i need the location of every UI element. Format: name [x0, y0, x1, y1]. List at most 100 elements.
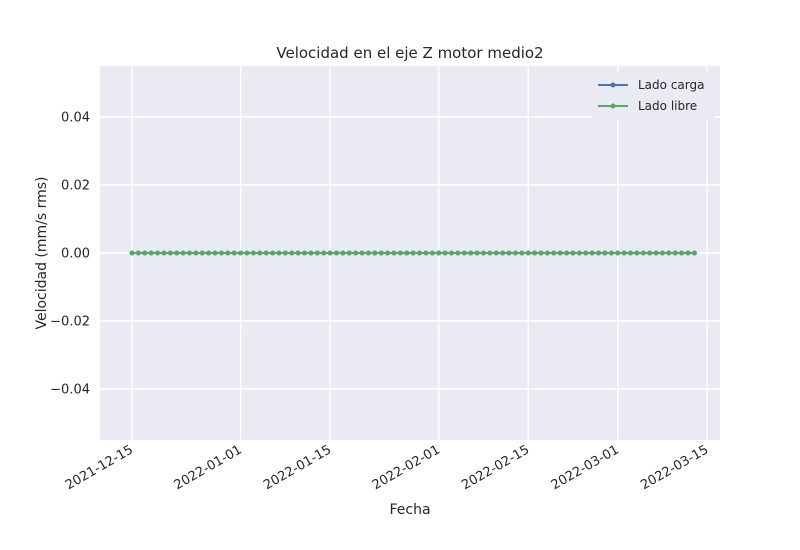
data-point-lado-libre [238, 250, 244, 256]
data-point-lado-libre [602, 250, 608, 256]
data-point-lado-libre [429, 250, 435, 256]
data-point-lado-libre [442, 250, 448, 256]
x-tick-label: 2022-02-01 [370, 442, 443, 493]
data-point-lado-libre [129, 250, 135, 256]
data-point-lado-libre [334, 250, 339, 256]
data-point-lado-libre [423, 250, 429, 256]
data-point-lado-libre [455, 250, 461, 256]
x-tick-label: 2022-01-01 [172, 442, 245, 493]
data-point-lado-libre [570, 250, 576, 256]
data-point-lado-libre [199, 250, 205, 256]
data-point-lado-libre [167, 250, 173, 256]
data-point-lado-libre [449, 250, 454, 256]
chart-title: Velocidad en el eje Z motor medio2 [276, 44, 543, 62]
data-point-lado-libre [583, 250, 589, 256]
data-point-lado-libre [672, 250, 678, 256]
data-point-lado-libre [417, 250, 422, 256]
data-point-lado-libre [506, 250, 512, 256]
data-point-lado-libre [513, 250, 518, 256]
data-point-lado-libre [398, 250, 403, 256]
data-point-lado-libre [225, 250, 231, 256]
data-point-lado-libre [219, 250, 224, 256]
data-point-lado-libre [410, 250, 416, 256]
data-point-lado-libre [378, 250, 384, 256]
data-point-lado-libre [270, 250, 275, 256]
series-layer [129, 250, 697, 256]
data-point-lado-libre [231, 250, 237, 256]
data-point-lado-libre [564, 250, 569, 256]
data-point-lado-libre [276, 250, 282, 256]
data-point-lado-libre [353, 250, 359, 256]
x-tick-label: 2022-03-01 [549, 442, 622, 493]
data-point-lado-libre [289, 250, 295, 256]
data-point-lado-libre [576, 250, 582, 256]
data-point-lado-libre [148, 250, 154, 256]
y-tick-label: −0.04 [50, 383, 90, 398]
data-point-lado-libre [206, 250, 212, 256]
data-point-lado-libre [653, 250, 659, 256]
data-point-lado-libre [538, 250, 544, 256]
legend-marker-lado-carga [610, 82, 616, 88]
data-point-lado-libre [525, 250, 531, 256]
data-point-lado-libre [327, 250, 333, 256]
legend: Lado carga Lado libre [592, 72, 714, 120]
y-tick-labels: 0.04 0.02 0.00 −0.02 −0.04 [50, 111, 90, 398]
data-point-lado-libre [251, 250, 256, 256]
data-point-lado-libre [545, 250, 550, 256]
x-tick-label: 2021-12-15 [63, 442, 136, 493]
legend-marker-lado-libre [610, 103, 616, 109]
data-point-lado-libre [621, 250, 627, 256]
data-point-lado-libre [685, 250, 691, 256]
data-point-lado-libre [493, 250, 499, 256]
y-tick-label: 0.04 [61, 111, 90, 126]
data-point-lado-libre [321, 250, 327, 256]
x-tick-label: 2022-03-15 [638, 442, 711, 493]
data-point-lado-libre [532, 250, 538, 256]
data-point-lado-libre [551, 250, 557, 256]
x-axis-label: Fecha [389, 502, 430, 518]
data-point-lado-libre [391, 250, 397, 256]
x-tick-labels: 2021-12-15 2022-01-01 2022-01-15 2022-02-01… [63, 442, 711, 493]
y-tick-label: −0.02 [50, 315, 90, 330]
data-point-lado-libre [187, 250, 192, 256]
data-point-lado-libre [244, 250, 250, 256]
data-point-lado-libre [161, 250, 167, 256]
data-point-lado-libre [180, 250, 186, 256]
data-point-lado-libre [436, 250, 442, 256]
data-point-lado-libre [596, 250, 601, 256]
data-point-lado-libre [346, 250, 352, 256]
data-point-lado-libre [615, 250, 621, 256]
data-point-lado-libre [666, 250, 672, 256]
data-point-lado-libre [557, 250, 563, 256]
data-point-lado-libre [212, 250, 218, 256]
legend-label-lado-carga: Lado carga [638, 78, 704, 92]
y-tick-label: 0.02 [61, 179, 90, 194]
data-point-lado-libre [589, 250, 595, 256]
data-point-lado-libre [468, 250, 474, 256]
data-point-lado-libre [257, 250, 263, 256]
data-point-lado-libre [359, 250, 365, 256]
data-point-lado-libre [692, 250, 697, 256]
legend-box [592, 72, 714, 120]
y-tick-label: 0.00 [61, 247, 90, 262]
data-point-lado-libre [308, 250, 314, 256]
data-point-lado-libre [640, 250, 646, 256]
data-point-lado-libre [500, 250, 506, 256]
legend-label-lado-libre: Lado libre [638, 99, 697, 113]
data-point-lado-libre [519, 250, 525, 256]
data-point-lado-libre [372, 250, 378, 256]
data-point-lado-libre [404, 250, 410, 256]
data-point-lado-libre [282, 250, 288, 256]
data-point-lado-libre [385, 250, 391, 256]
data-point-lado-libre [314, 250, 320, 256]
data-point-lado-libre [461, 250, 467, 256]
data-point-lado-libre [481, 250, 486, 256]
data-point-lado-libre [142, 250, 148, 256]
data-point-lado-libre [340, 250, 346, 256]
x-tick-label: 2022-02-15 [459, 442, 532, 493]
data-point-lado-libre [660, 250, 665, 256]
data-point-lado-libre [366, 250, 371, 256]
data-point-lado-libre [295, 250, 301, 256]
data-point-lado-libre [193, 250, 199, 256]
